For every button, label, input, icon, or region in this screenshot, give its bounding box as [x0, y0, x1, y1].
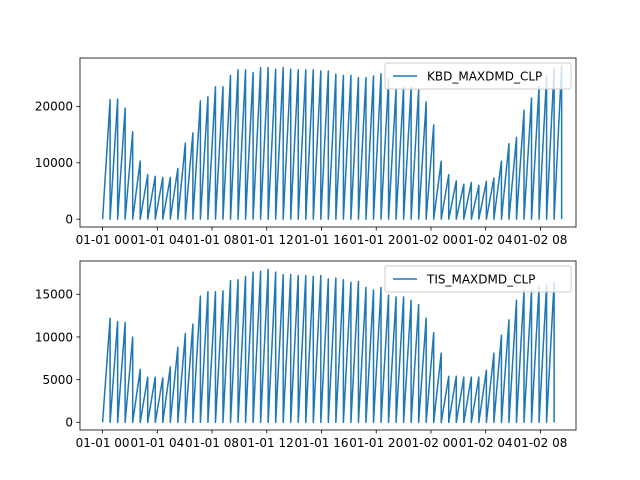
- tis-xtick-label: 01-02 08: [513, 436, 567, 450]
- kbd-xtick-label: 01-01 20: [349, 233, 403, 247]
- kbd-xtick-label: 01-01 00: [76, 233, 130, 247]
- subplot-kbd: 01-01 00 01-01 04 01-01 08 01-01 12 01-01 16…: [35, 57, 577, 247]
- tis-xtick-label: 01-01 04: [130, 436, 184, 450]
- subplot-tis: 01-01 00 01-01 04 01-01 08 01-01 12 01-01 16…: [35, 260, 577, 450]
- tis-ticks: 01-01 00 01-01 04 01-01 08 01-01 12 01-01 16…: [35, 288, 568, 450]
- tis-xtick-label: 01-01 00: [76, 436, 130, 450]
- tis-ytick-label: 10000: [35, 330, 73, 344]
- kbd-xtick-label: 01-02 08: [513, 233, 567, 247]
- kbd-axes-frame: [79, 57, 577, 228]
- kbd-xtick-label: 01-02 04: [459, 233, 513, 247]
- tis-ytick-label: 5000: [42, 373, 73, 387]
- kbd-ytick-label: 20000: [35, 100, 73, 114]
- tis-xtick-label: 01-01 16: [295, 436, 349, 450]
- kbd-series-line: [101, 65, 563, 220]
- kbd-legend-box: [384, 62, 572, 90]
- kbd-ytick-label: 0: [65, 212, 73, 226]
- tis-axes-frame: [79, 260, 577, 431]
- tis-legend-label: TIS_MAXDMD_CLP: [426, 273, 535, 287]
- tis-xtick-label: 01-02 04: [459, 436, 513, 450]
- kbd-xtick-label: 01-01 16: [295, 233, 349, 247]
- kbd-ticks: 01-01 00 01-01 04 01-01 08 01-01 12 01-01 16…: [35, 100, 568, 247]
- tis-ytick-label: 15000: [35, 288, 73, 302]
- tis-ytick-label: 0: [65, 416, 73, 430]
- kbd-legend: KBD_MAXDMD_CLP: [384, 62, 572, 90]
- tis-xtick-label: 01-02 00: [404, 436, 458, 450]
- tis-plot-area: [101, 268, 555, 424]
- kbd-xtick-label: 01-02 00: [404, 233, 458, 247]
- tis-xtick-label: 01-01 20: [349, 436, 403, 450]
- kbd-legend-label: KBD_MAXDMD_CLP: [427, 70, 542, 84]
- tis-legend: TIS_MAXDMD_CLP: [384, 265, 572, 293]
- tis-xtick-label: 01-01 08: [185, 436, 239, 450]
- tis-legend-box: [384, 265, 572, 293]
- tis-xtick-label: 01-01 12: [240, 436, 294, 450]
- kbd-xtick-label: 01-01 12: [240, 233, 294, 247]
- tis-series-line: [101, 268, 555, 424]
- kbd-xtick-label: 01-01 08: [185, 233, 239, 247]
- kbd-plot-area: [101, 65, 563, 220]
- kbd-ytick-label: 10000: [35, 156, 73, 170]
- kbd-xtick-label: 01-01 04: [130, 233, 184, 247]
